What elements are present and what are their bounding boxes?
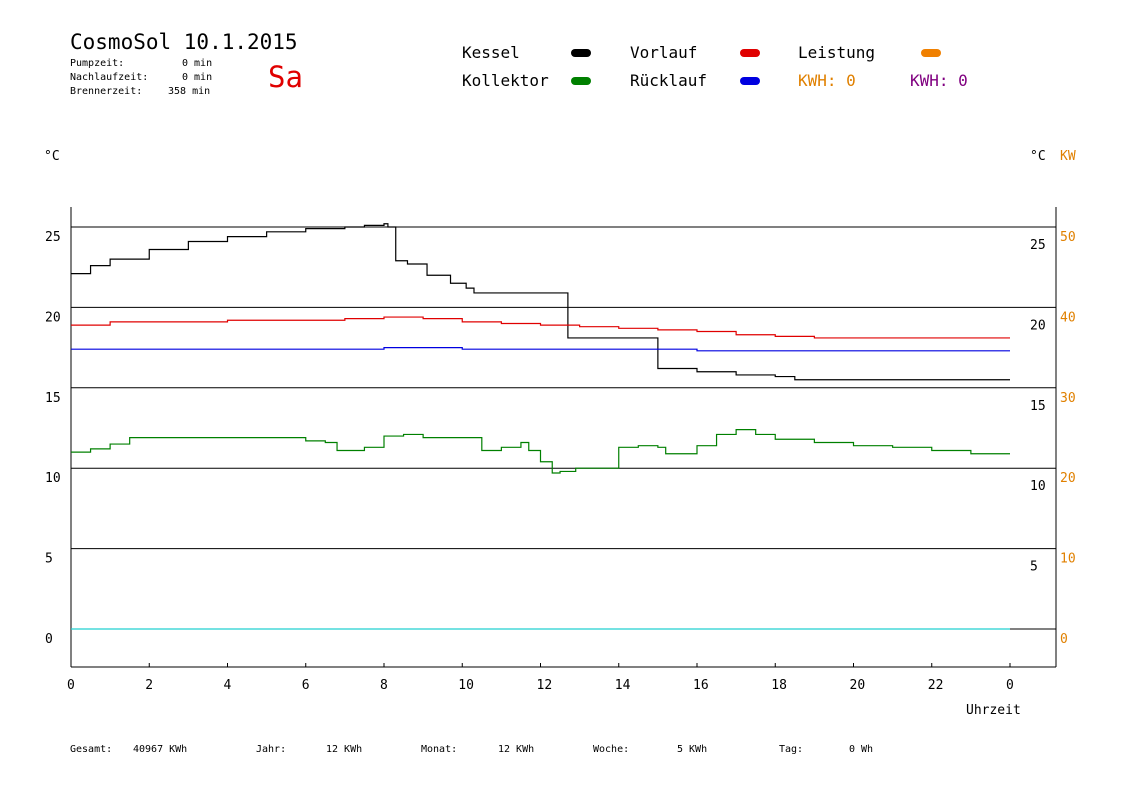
stat-label: Nachlaufzeit: bbox=[70, 72, 149, 83]
stat-label: Pumpzeit: bbox=[70, 58, 125, 69]
y-left-tick-label: 20 bbox=[45, 310, 61, 325]
axes bbox=[70, 207, 1057, 668]
stat-value: 0 min bbox=[182, 58, 213, 69]
series-lines bbox=[71, 223, 1010, 630]
series-line-vorlauf bbox=[71, 316, 1010, 339]
y-left-tick-label: 15 bbox=[45, 391, 61, 406]
legend-vorlauf-label: Vorlauf bbox=[630, 43, 698, 62]
x-tick-label: 14 bbox=[615, 678, 631, 693]
stat-brennerzeit: Brennerzeit: 358 min bbox=[70, 86, 210, 97]
stat-label: Brennerzeit: bbox=[70, 86, 143, 97]
y-right-unit: °C bbox=[1030, 149, 1046, 164]
y-right-tick-label: 25 bbox=[1030, 238, 1046, 253]
series-line-kessel bbox=[71, 223, 1010, 381]
y-left-tick-label: 5 bbox=[45, 552, 53, 567]
x-tick-label: 0 bbox=[67, 678, 75, 693]
stat-pumpzeit: Pumpzeit: 0 min bbox=[70, 58, 212, 69]
legend-kollektor-swatch bbox=[571, 77, 591, 85]
y-left-tick-label: 10 bbox=[45, 471, 61, 486]
footer-gesamt-label: Gesamt: bbox=[70, 744, 113, 755]
y-right-tick-label: 15 bbox=[1030, 399, 1046, 414]
x-tick-label: 10 bbox=[458, 678, 474, 693]
y-left-tick-label: 0 bbox=[45, 632, 53, 647]
legend-kessel-swatch bbox=[571, 49, 591, 57]
y-right-kw-tick-label: 20 bbox=[1060, 471, 1076, 486]
y-right-tick-label: 5 bbox=[1030, 560, 1038, 575]
footer-monat-label: Monat: bbox=[421, 744, 458, 755]
y-left-unit: °C bbox=[44, 149, 60, 164]
ticks: 0 5 10 15 20 25 5 10 15 20 25 0 10 20 30 40 50 0 2 4 6 8 10 12 1… bbox=[45, 230, 1076, 693]
series-line-r-cklauf bbox=[71, 347, 1010, 352]
footer-woche-value: 5 KWh bbox=[677, 744, 708, 755]
x-tick-label: 22 bbox=[928, 678, 944, 693]
page-title: CosmoSol 10.1.2015 bbox=[70, 30, 298, 54]
stat-value: 358 min bbox=[168, 86, 211, 97]
legend-kollektor-label: Kollektor bbox=[462, 71, 549, 90]
stat-nachlaufzeit: Nachlaufzeit: 0 min bbox=[70, 72, 212, 83]
grid bbox=[71, 226, 1056, 630]
weekday-label: Sa bbox=[268, 60, 303, 94]
y-right-tick-label: 10 bbox=[1030, 479, 1046, 494]
y-right-kw-tick-label: 50 bbox=[1060, 230, 1076, 245]
legend-kwh-orange: KWH: 0 bbox=[798, 71, 856, 90]
footer-monat-value: 12 KWh bbox=[498, 744, 535, 755]
series-line-kollektor bbox=[71, 429, 1010, 474]
x-tick-label: 6 bbox=[302, 678, 310, 693]
y-right-kw-tick-label: 30 bbox=[1060, 391, 1076, 406]
stat-value: 0 min bbox=[182, 72, 213, 83]
y-right-tick-label: 20 bbox=[1030, 318, 1046, 333]
x-tick-label: 8 bbox=[380, 678, 388, 693]
footer-jahr-value: 12 KWh bbox=[326, 744, 363, 755]
x-axis-label: Uhrzeit bbox=[966, 703, 1021, 718]
footer-jahr-label: Jahr: bbox=[256, 744, 287, 755]
legend-ruecklauf-swatch bbox=[740, 77, 760, 85]
y-left-tick-label: 25 bbox=[45, 230, 61, 245]
legend-ruecklauf-label: Rücklauf bbox=[630, 71, 708, 90]
x-tick-label: 0 bbox=[1006, 678, 1014, 693]
legend-kessel-label: Kessel bbox=[462, 43, 520, 62]
footer-gesamt-value: 40967 KWh bbox=[133, 744, 188, 755]
legend-kwh-purple: KWH: 0 bbox=[910, 71, 968, 90]
legend-leistung-swatch bbox=[921, 49, 941, 57]
footer-tag-label: Tag: bbox=[779, 744, 804, 755]
footer-tag-value: 0 Wh bbox=[849, 744, 874, 755]
y-right-kw-tick-label: 10 bbox=[1060, 552, 1076, 567]
footer-woche-label: Woche: bbox=[593, 744, 630, 755]
x-tick-label: 2 bbox=[145, 678, 153, 693]
y-right-kw-tick-label: 0 bbox=[1060, 632, 1068, 647]
x-tick-label: 12 bbox=[537, 678, 553, 693]
x-tick-label: 4 bbox=[224, 678, 232, 693]
y-right-kw-unit: KW bbox=[1060, 149, 1076, 164]
legend-leistung-label: Leistung bbox=[798, 43, 876, 62]
y-right-kw-tick-label: 40 bbox=[1060, 310, 1076, 325]
x-tick-label: 20 bbox=[850, 678, 866, 693]
x-tick-label: 18 bbox=[771, 678, 787, 693]
x-tick-label: 16 bbox=[693, 678, 709, 693]
legend-vorlauf-swatch bbox=[740, 49, 760, 57]
